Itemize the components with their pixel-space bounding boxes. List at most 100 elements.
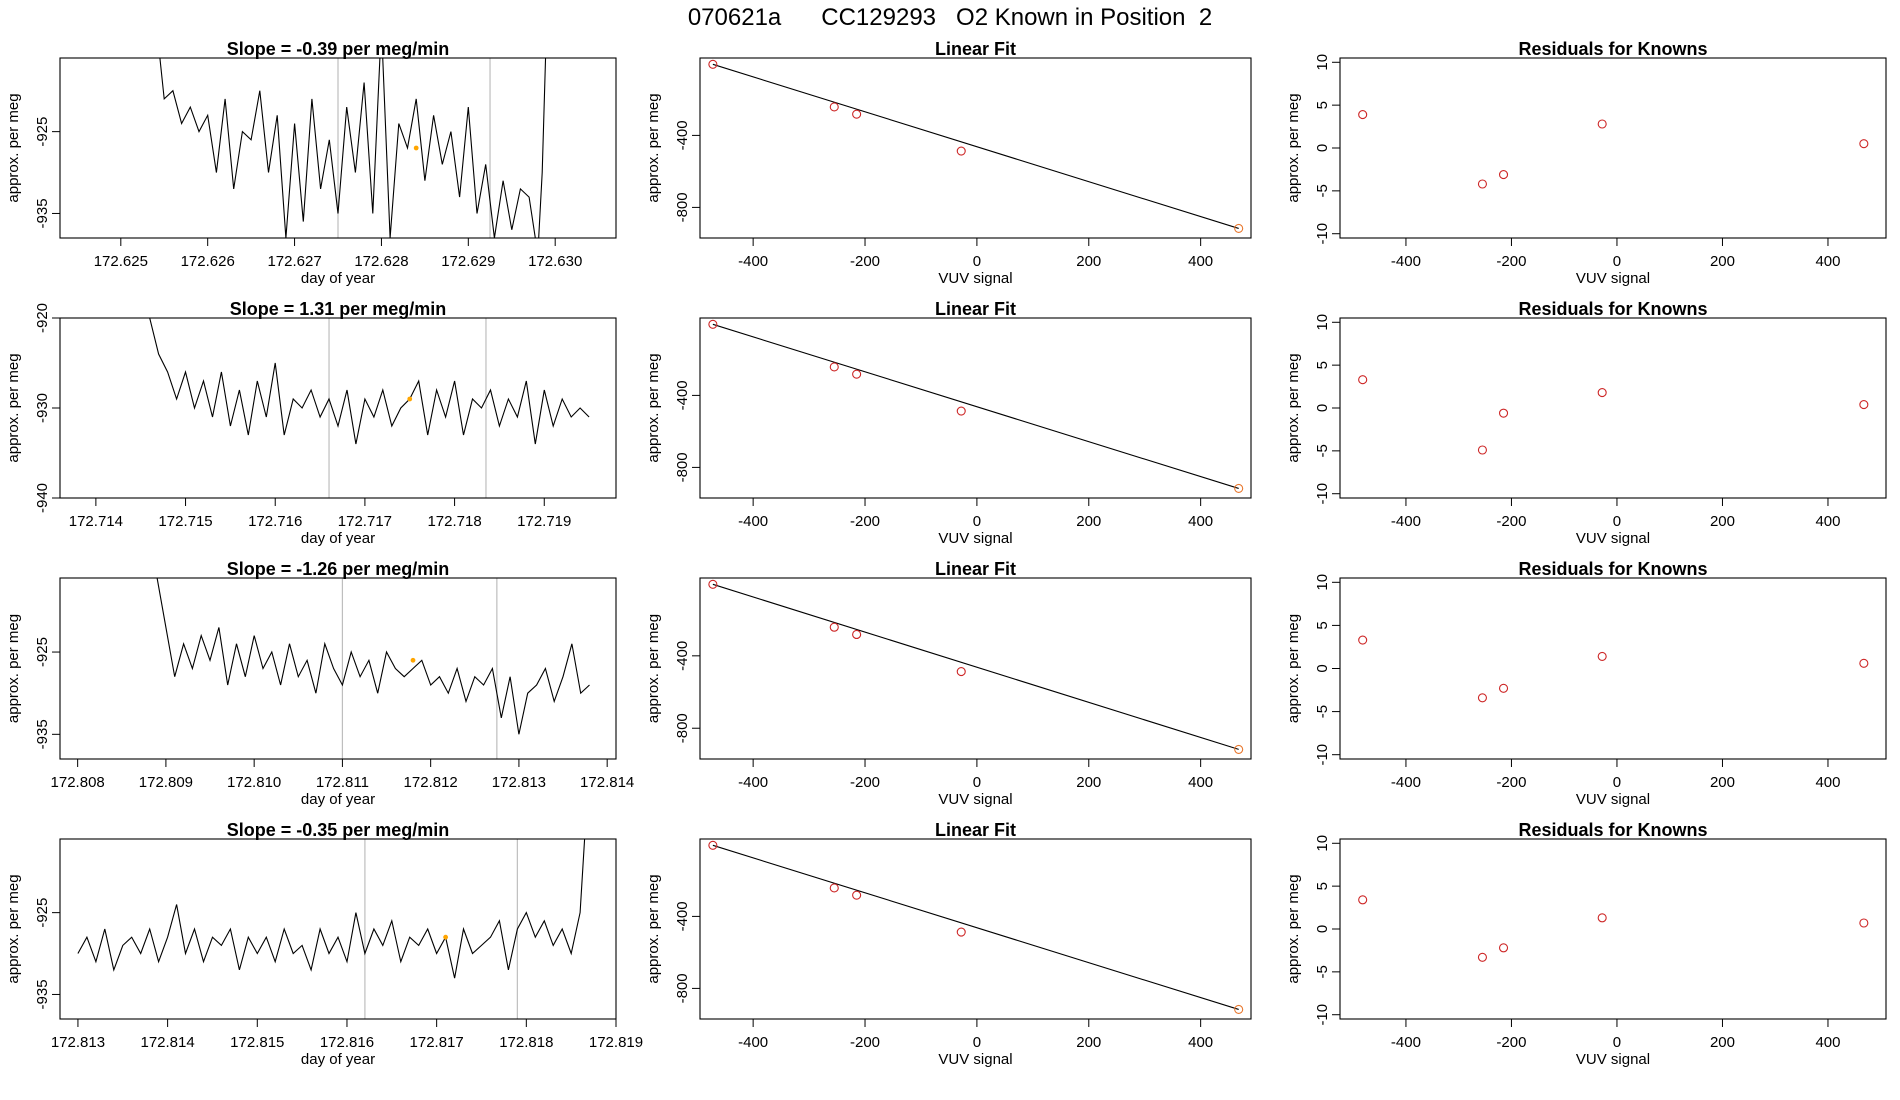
data-point [1358, 895, 1368, 905]
fit-line [712, 323, 1239, 489]
plot-frame [699, 838, 1252, 1020]
x-tick-label: 172.715 [158, 513, 212, 530]
panel-residuals-2: -400 -200 0 200 400 10 5 0 -5 -10 Residuals for Kn… [1285, 299, 1887, 547]
panel-time-series-4: 172.813 172.814 172.815 172.816 172.817 172.8… [5, 820, 643, 1068]
x-tick-label: -400 [738, 513, 768, 530]
data-point [708, 840, 718, 850]
x-tick-label: 172.627 [267, 253, 321, 270]
y-tick-label: -5 [1314, 184, 1331, 197]
plot-frame [699, 57, 1252, 239]
y-tick-label: -920 [34, 303, 51, 333]
panel-linear-fit-2: -400 -200 0 200 400 -400 -800 Linear Fit VUV sig… [645, 299, 1252, 547]
panel-time-series-2: 172.714 172.715 172.716 172.717 172.718 172.7… [5, 299, 617, 547]
y-tick-label: -400 [674, 641, 691, 671]
y-tick-label: 0 [1314, 925, 1331, 933]
data-point [1234, 223, 1244, 234]
data-point [1859, 400, 1869, 410]
x-tick-label: 0 [973, 253, 981, 270]
x-tick-label: 400 [1815, 513, 1840, 530]
y-tick-label: 5 [1314, 882, 1331, 890]
x-tick-label: 0 [1613, 513, 1621, 530]
x-tick-label: 0 [973, 1034, 981, 1051]
x-tick-label: 172.813 [51, 1034, 105, 1051]
x-tick-label: 172.818 [499, 1034, 553, 1051]
y-axis-label: approx. per meg [5, 93, 22, 202]
x-tick-label: -400 [1391, 253, 1421, 270]
panel-residuals-4: -400 -200 0 200 400 10 5 0 -5 -10 Residuals for Kn… [1285, 820, 1887, 1068]
x-axis-label: VUV signal [1576, 1051, 1650, 1068]
y-tick-label: -935 [34, 719, 51, 749]
x-tick-label: 200 [1076, 774, 1101, 791]
x-axis-label: VUV signal [938, 530, 1012, 547]
y-tick-label: -10 [1314, 1004, 1331, 1026]
y-tick-label: -400 [674, 380, 691, 410]
y-tick-label: -5 [1314, 444, 1331, 457]
x-tick-label: 200 [1710, 1034, 1735, 1051]
panel-title: Slope = 1.31 per meg/min [230, 299, 447, 319]
x-tick-label: 400 [1815, 1034, 1840, 1051]
panel-title: Residuals for Knowns [1518, 39, 1707, 59]
y-axis-label: approx. per meg [5, 353, 22, 462]
y-axis-label: approx. per meg [1285, 614, 1302, 723]
y-tick-label: -925 [34, 637, 51, 667]
x-tick-label: 172.810 [227, 774, 281, 791]
y-tick-label: 0 [1314, 404, 1331, 412]
y-tick-label: -5 [1314, 965, 1331, 978]
data-point [1597, 119, 1607, 129]
data-point [956, 406, 966, 416]
fit-line [712, 844, 1239, 1010]
x-tick-label: 400 [1815, 253, 1840, 270]
x-tick-label: -200 [850, 774, 880, 791]
known-marker-point [407, 396, 413, 402]
x-tick-label: 0 [1613, 1034, 1621, 1051]
x-tick-label: 200 [1710, 774, 1735, 791]
x-tick-label: 200 [1076, 253, 1101, 270]
x-tick-label: -400 [738, 1034, 768, 1051]
x-tick-label: 172.814 [580, 774, 634, 791]
y-tick-label: -800 [674, 713, 691, 743]
x-tick-label: 172.809 [139, 774, 193, 791]
data-point [1859, 918, 1869, 928]
panel-title: Residuals for Knowns [1518, 559, 1707, 579]
data-point [1477, 179, 1487, 189]
x-tick-label: 172.819 [589, 1034, 643, 1051]
x-tick-label: -200 [1496, 774, 1526, 791]
x-tick-label: 172.817 [410, 1034, 464, 1051]
y-axis-label: approx. per meg [5, 874, 22, 983]
plot-frame [1339, 57, 1887, 239]
x-tick-label: 400 [1188, 513, 1213, 530]
plot-frame [59, 317, 617, 499]
x-tick-label: 172.717 [338, 513, 392, 530]
y-axis-label: approx. per meg [645, 614, 662, 723]
x-tick-label: 172.629 [441, 253, 495, 270]
data-point [1477, 445, 1487, 455]
x-tick-label: 172.719 [517, 513, 571, 530]
y-axis-label: approx. per meg [1285, 353, 1302, 462]
x-tick-label: -400 [1391, 1034, 1421, 1051]
x-axis-label: day of year [301, 270, 375, 287]
plot-frame [59, 577, 617, 760]
x-axis-label: VUV signal [938, 791, 1012, 808]
fit-line [712, 583, 1239, 750]
panel-linear-fit-3: -400 -200 0 200 400 -400 -800 Linear Fit VUV sig… [645, 559, 1252, 808]
x-tick-label: -200 [850, 513, 880, 530]
x-tick-label: 0 [1613, 774, 1621, 791]
x-tick-label: 172.630 [528, 253, 582, 270]
data-point [1597, 913, 1607, 923]
data-point [1358, 110, 1368, 120]
y-tick-label: 5 [1314, 101, 1331, 109]
y-tick-label: 0 [1314, 664, 1331, 672]
y-axis-label: approx. per meg [1285, 93, 1302, 202]
y-tick-label: -400 [674, 901, 691, 931]
plot-frame [699, 317, 1252, 499]
panel-linear-fit-1: -400 -200 0 200 400 -400 -800 Linear Fit VUV sig… [645, 39, 1252, 287]
known-marker-point [443, 934, 449, 940]
x-axis-label: VUV signal [1576, 791, 1650, 808]
x-tick-label: 172.816 [320, 1034, 374, 1051]
panel-residuals-3: -400 -200 0 200 400 10 5 0 -5 -10 Residuals for Kn… [1285, 559, 1887, 808]
x-tick-label: 200 [1710, 513, 1735, 530]
x-axis-label: day of year [301, 1051, 375, 1068]
panel-title: Slope = -1.26 per meg/min [227, 559, 450, 579]
y-tick-label: -935 [34, 198, 51, 228]
